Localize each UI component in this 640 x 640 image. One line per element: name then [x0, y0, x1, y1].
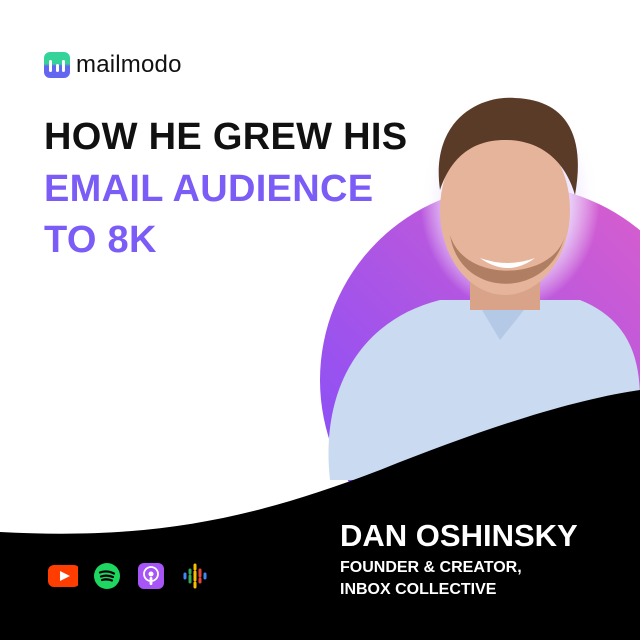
- headline-line-2: EMAIL AUDIENCE: [44, 168, 374, 210]
- platform-icons: [48, 563, 210, 589]
- google-podcasts-icon[interactable]: [180, 563, 210, 589]
- brand-name: mailmodo: [76, 51, 182, 78]
- footer-wave: [0, 390, 640, 640]
- headline-line-1: HOW HE GREW HIS: [44, 116, 408, 158]
- apple-podcasts-icon[interactable]: [136, 563, 166, 589]
- guest-role-line-1: FOUNDER & CREATOR,: [340, 559, 522, 576]
- headline-line-3: TO 8K: [44, 219, 157, 261]
- guest-name: DAN OSHINSKY: [340, 518, 578, 553]
- spotify-icon[interactable]: [92, 563, 122, 589]
- guest-photo: [328, 90, 640, 480]
- youtube-icon[interactable]: [48, 563, 78, 589]
- guest-role-line-2: INBOX COLLECTIVE: [340, 581, 497, 598]
- brand-logo: mailmodo: [44, 51, 182, 79]
- mailmodo-logo-icon: [44, 52, 70, 78]
